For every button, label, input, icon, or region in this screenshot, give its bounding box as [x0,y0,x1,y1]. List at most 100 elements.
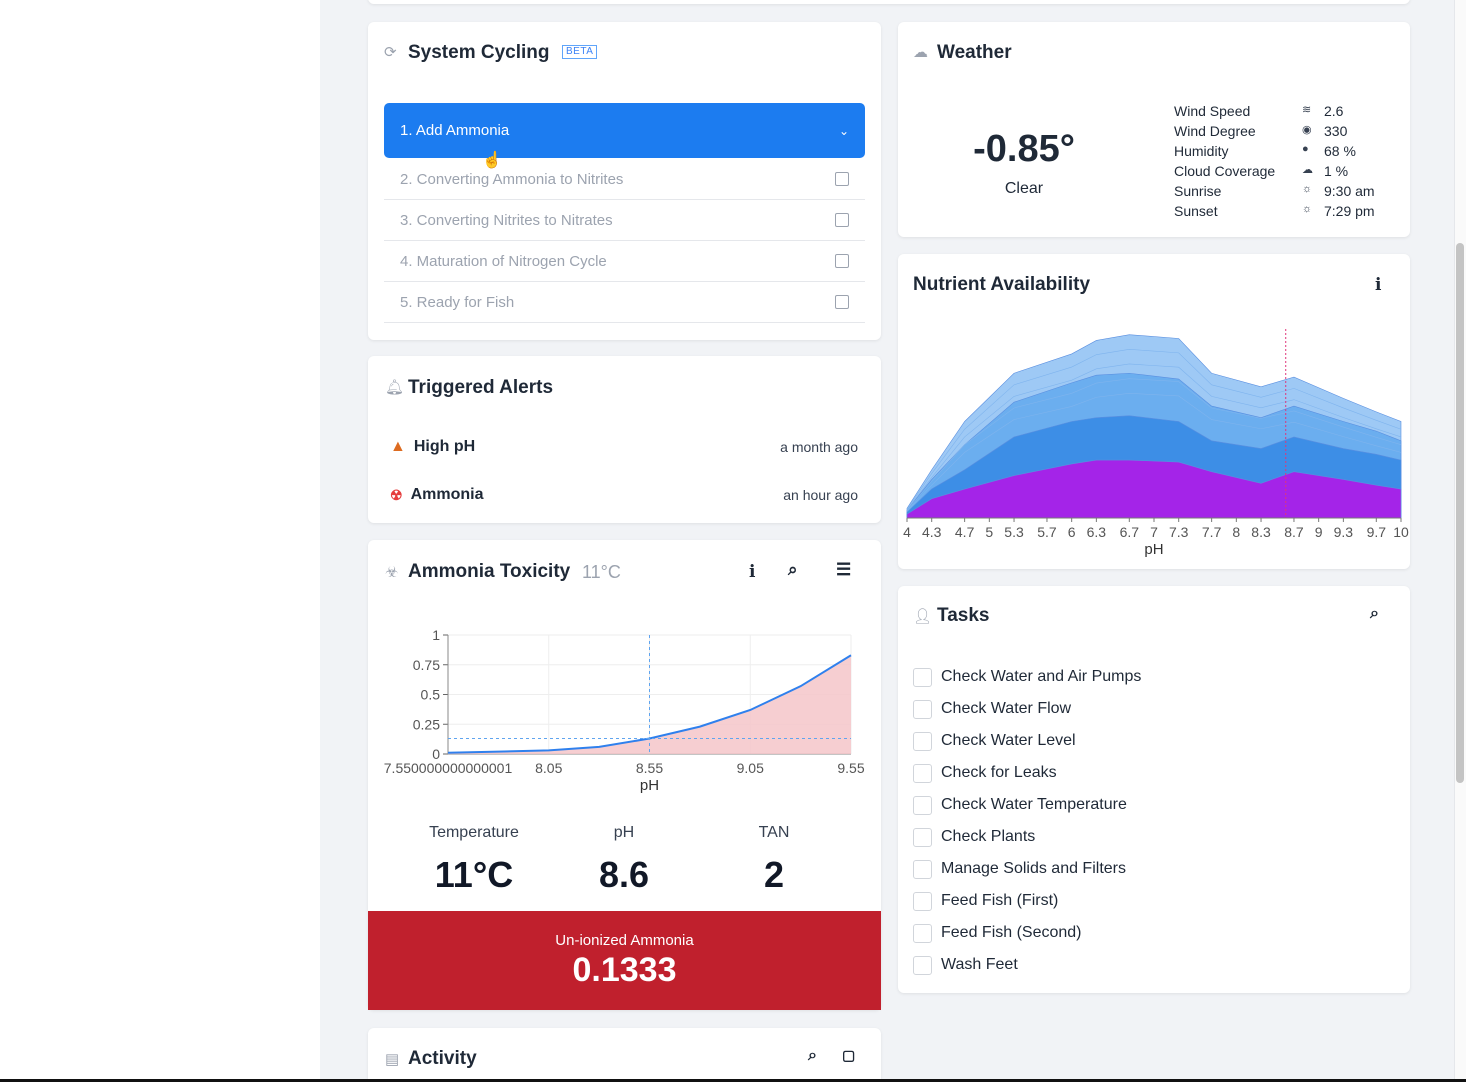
step-label: 5. Ready for Fish [400,293,515,311]
x-tick-label: 9.3 [1334,524,1354,540]
step-maturation[interactable]: 4. Maturation of Nitrogen Cycle [384,241,865,282]
ammonia-toxicity-title: Ammonia Toxicity [408,561,571,582]
x-tick-label: 8.3 [1251,524,1271,540]
nutrient-band-line [906,393,1402,512]
biohazard-icon: ☣ [385,564,399,581]
stat-temperature-value: 11°C [434,854,514,895]
task-label: Check Water and Air Pumps [941,668,1142,685]
step-ready-for-fish[interactable]: 5. Ready for Fish [384,282,865,323]
step-checkbox[interactable] [835,172,849,186]
x-axis-label: pH [1144,541,1163,558]
sun-icon: ☼ [1302,183,1313,195]
ammonia-toxicity-chart: 0 0.25 0.5 0.75 1 7.550000000000001 8.05 8.55 9.… [384,627,865,794]
user-check-icon: 👤︎ [913,608,933,625]
system-cycling-title: System Cycling [408,42,550,63]
x-tick-label: 8.7 [1284,524,1304,540]
task-checkbox[interactable] [913,923,932,943]
chevron-down-icon: ⌄ [838,123,849,138]
step-add-ammonia[interactable]: 1. Add Ammonia ⌄ [384,103,865,158]
task-item[interactable]: Check Water Flow [913,698,1071,720]
x-axis-label: pH [640,777,659,794]
left-blank-area [0,0,320,1082]
tasks-title: Tasks [937,605,990,626]
x-tick-label: 4 [903,524,911,540]
y-tick-label: 1 [432,627,440,643]
task-item[interactable]: Check Water Level [913,730,1076,752]
weather-row-cloud-coverage: Cloud Coverage ☁ 1 % [1174,163,1394,183]
warning-icon: ▲ [390,438,406,455]
x-tick-label: 8 [1232,524,1240,540]
task-item[interactable]: Feed Fish (First) [913,890,1058,912]
task-checkbox[interactable] [913,955,932,975]
step-checkbox[interactable] [835,213,849,227]
weather-title: Weather [937,42,1012,63]
info-icon[interactable]: i [749,562,756,582]
weather-detail-value: 1 % [1324,163,1349,179]
task-item[interactable]: Manage Solids and Filters [913,858,1126,880]
task-label: Feed Fish (First) [941,892,1059,909]
search-icon[interactable]: ⌕ [808,1047,817,1064]
x-tick-label: 7.550000000000001 [384,760,513,776]
unionized-ammonia-box: Un-ionized Ammonia 0.1333 [368,911,881,1010]
task-checkbox[interactable] [913,731,932,751]
step-converting-ammonia[interactable]: 2. Converting Ammonia to Nitrites [384,159,865,200]
x-tick-label: 10 [1393,524,1409,540]
alert-row[interactable]: ▲ High pH a month ago [390,438,858,456]
task-label: Check Plants [941,828,1036,845]
x-tick-label: 7.7 [1202,524,1222,540]
task-item[interactable]: Feed Fish (Second) [913,922,1082,944]
task-checkbox[interactable] [913,827,932,847]
x-tick-label: 8.55 [636,760,663,776]
task-label: Check Water Flow [941,700,1072,717]
tasks-card [898,586,1410,993]
alert-row[interactable]: ☢ Ammonia an hour ago [390,486,858,504]
search-icon[interactable]: ⌕ [1370,605,1379,622]
drop-icon: ● [1302,143,1309,155]
task-item[interactable]: Wash Feet [913,954,1018,976]
radiation-icon: ☢ [390,486,403,503]
task-checkbox[interactable] [913,763,932,783]
clipboard-icon: ▤ [385,1051,400,1068]
task-item[interactable]: Check Plants [913,826,1035,848]
search-icon[interactable]: ⌕ [788,560,798,579]
task-label: Check Water Level [941,732,1076,749]
step-label: 3. Converting Nitrites to Nitrates [400,211,613,229]
weather-row-sunrise: Sunrise ☼ 9:30 am [1174,183,1394,203]
refresh-icon: ⟳ [384,44,397,61]
task-label: Check for Leaks [941,764,1057,781]
task-checkbox[interactable] [913,859,932,879]
weather-detail-value: 2.6 [1324,103,1344,119]
task-checkbox[interactable] [913,795,932,815]
cloud-icon: ☁ [913,44,928,61]
nutrient-band-line [906,378,1402,511]
sliders-icon[interactable]: ☰ [836,560,852,579]
task-item[interactable]: Check Water Temperature [913,794,1127,816]
step-checkbox[interactable] [835,295,849,309]
x-tick-label: 5.7 [1037,524,1057,540]
step-checkbox[interactable] [835,254,849,268]
task-item[interactable]: Check for Leaks [913,762,1057,784]
scrollbar-thumb[interactable] [1456,243,1464,783]
note-icon[interactable]: ▢ [842,1047,856,1063]
x-tick-label: 5.3 [1004,524,1024,540]
task-checkbox[interactable] [913,891,932,911]
step-converting-nitrites[interactable]: 3. Converting Nitrites to Nitrates [384,200,865,241]
x-tick-label: 9.05 [737,760,764,776]
task-item[interactable]: Check Water and Air Pumps [913,666,1141,688]
top-card-partial [368,0,1410,4]
alert-time: an hour ago [783,487,858,503]
step-label: 1. Add Ammonia [400,122,510,139]
weather-detail-value: 68 % [1324,143,1356,159]
task-checkbox[interactable] [913,667,932,687]
x-tick-label: 6.7 [1120,524,1140,540]
info-icon[interactable]: i [1375,275,1382,295]
weather-detail-label: Cloud Coverage [1174,163,1276,179]
weather-detail-label: Sunrise [1174,183,1222,199]
step-label: 2. Converting Ammonia to Nitrites [400,170,624,188]
alert-time: a month ago [780,439,858,455]
compass-icon: ◉ [1302,124,1312,136]
task-checkbox[interactable] [913,699,932,719]
stat-ph-value: 8.6 [598,854,650,895]
task-label: Manage Solids and Filters [941,860,1126,877]
x-tick-label: 6 [1068,524,1076,540]
